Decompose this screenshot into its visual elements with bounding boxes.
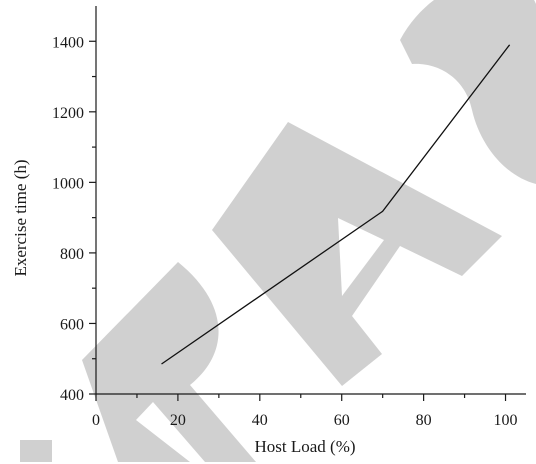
y-axis-title: Exercise time (h) xyxy=(11,159,30,276)
x-axis-title: Host Load (%) xyxy=(254,437,355,456)
x-tick-label: 60 xyxy=(334,412,350,429)
x-tick-label: 80 xyxy=(416,412,432,429)
retraction-watermark xyxy=(20,0,536,462)
y-tick-label: 1200 xyxy=(52,105,84,122)
x-tick-label: 100 xyxy=(494,412,518,429)
y-tick-label: 800 xyxy=(60,246,84,263)
y-tick-label: 1400 xyxy=(52,34,84,51)
watermark-letter-r xyxy=(20,440,52,462)
x-tick-label: 0 xyxy=(92,412,100,429)
watermark-letter-c xyxy=(400,0,536,184)
y-tick-label: 400 xyxy=(60,387,84,404)
y-tick-label: 1000 xyxy=(52,175,84,192)
x-tick-label: 20 xyxy=(170,412,186,429)
watermark-letter-r-2 xyxy=(82,262,256,462)
x-tick-label: 40 xyxy=(252,412,268,429)
y-tick-label: 600 xyxy=(60,316,84,333)
watermark-letter-a xyxy=(212,122,502,386)
